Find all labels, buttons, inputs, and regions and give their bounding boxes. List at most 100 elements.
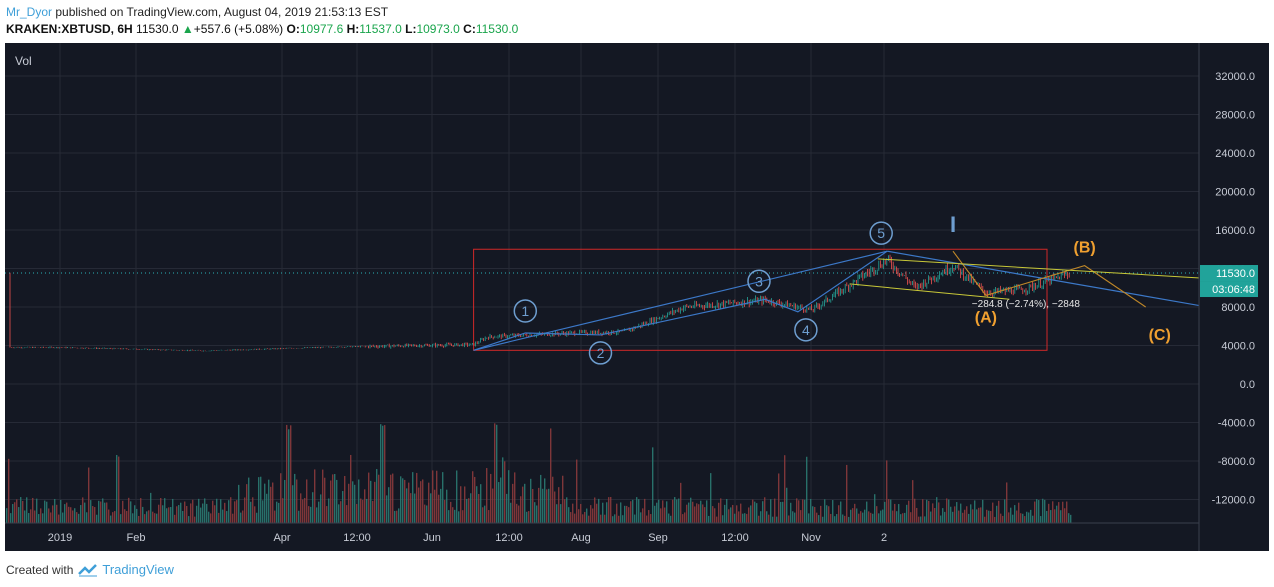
volume-bar (1034, 501, 1036, 523)
volume-bar (556, 504, 558, 523)
tradingview-link[interactable]: TradingView (102, 562, 174, 577)
publish-text: published on TradingView.com, August 04,… (52, 5, 389, 19)
author-link[interactable]: Mr_Dyor (6, 5, 53, 19)
volume-bar (900, 514, 902, 523)
volume-bar (1030, 509, 1032, 523)
time-axis[interactable]: 2019 Feb Apr 12:00 Jun 12:00 Aug Sep 12:00 Nov 2 (5, 522, 1199, 544)
price-axis[interactable]: 32000.028000.024000.020000.016000.012000… (1198, 43, 1269, 551)
volume-bar (1028, 512, 1030, 523)
volume-bar (984, 516, 986, 523)
volume-bar (666, 501, 668, 523)
volume-bar (510, 502, 512, 523)
volume-bar (454, 509, 456, 523)
volume-bar (218, 512, 220, 523)
x-tick-label: 12:00 (495, 532, 523, 544)
volume-bar (24, 510, 26, 523)
volume-bar (932, 503, 934, 523)
volume-bar (700, 500, 702, 523)
volume-bar (420, 481, 422, 523)
volume-bar (342, 491, 344, 523)
volume-bar (20, 497, 22, 523)
volume-bar (954, 506, 956, 523)
price-chart[interactable]: −284.8 (−2.74%), −284812345I(A)(B)(C)III… (5, 43, 1269, 551)
volume-bar (786, 487, 788, 523)
volume-bar (752, 499, 754, 523)
volume-bar (634, 514, 636, 523)
wave-label-circle (588, 341, 613, 365)
volume-bar (436, 470, 438, 523)
volume-bar (816, 512, 818, 523)
volume-bar (748, 507, 750, 523)
volume-bar (742, 513, 744, 523)
volume-bar (324, 477, 326, 523)
volume-bar (1010, 507, 1012, 523)
x-tick-label: Jun (423, 532, 441, 544)
volume-bar (534, 502, 536, 523)
volume-bar (316, 507, 318, 523)
volume-bar (656, 502, 658, 523)
volume-bar (252, 497, 254, 523)
volume-bar (1018, 502, 1020, 523)
volume-bar (198, 498, 200, 523)
volume-bar (312, 492, 314, 523)
volume-bar (180, 502, 182, 523)
volume-bar (532, 489, 534, 523)
upper-trendline (877, 258, 1203, 279)
volume-bar (82, 497, 84, 523)
volume-bar (508, 470, 510, 523)
volume-bar (450, 501, 452, 523)
volume-bar (530, 478, 532, 523)
volume-bar (1022, 513, 1024, 523)
volume-bar (1062, 501, 1064, 523)
volume-bar (110, 515, 112, 523)
volume-bar (854, 503, 856, 523)
volume-bar (544, 478, 546, 523)
volume-bar (784, 455, 786, 523)
volume-bar (18, 507, 20, 523)
volume-bar (42, 513, 44, 523)
volume-bar (346, 505, 348, 523)
volume-bar (964, 509, 966, 523)
volume-bar (996, 505, 998, 523)
volume-bar (484, 505, 486, 523)
volume-bar (774, 498, 776, 523)
volume-bar (1050, 510, 1052, 523)
volume-bar (390, 474, 392, 523)
volume-bar (28, 513, 30, 523)
y-tick-label: 20000.0 (1215, 187, 1255, 199)
volume-bar (280, 473, 282, 523)
volume-bar (140, 498, 142, 523)
volume-bar (26, 497, 28, 523)
volume-bar (906, 504, 908, 523)
volume-bar (934, 508, 936, 523)
volume-bar (652, 447, 654, 523)
volume-bar (8, 458, 10, 523)
volume-bar (506, 493, 508, 523)
volume-bar (462, 510, 464, 523)
volume-bar (558, 487, 560, 523)
volume-bar (142, 506, 144, 523)
volume-bar (500, 477, 502, 523)
volume-bar (460, 486, 462, 523)
volume-bar (638, 499, 640, 523)
volume-bar (476, 486, 478, 523)
volume-bar (424, 504, 426, 523)
volume-bar (600, 514, 602, 523)
volume-bar (1040, 516, 1042, 523)
volume-bar (298, 510, 300, 523)
volume-bar (336, 479, 338, 523)
volume-bar (988, 510, 990, 523)
volume-bar (182, 510, 184, 523)
volume-bar (668, 513, 670, 523)
volume-bar (146, 511, 148, 523)
volume-bar (1016, 510, 1018, 523)
volume-bar (1026, 511, 1028, 523)
volume-bar (720, 498, 722, 523)
volume-bar (1054, 509, 1056, 523)
y-tick-label: -4000.0 (1218, 418, 1255, 430)
volume-bar (256, 512, 258, 523)
volume-bar (104, 502, 106, 523)
volume-bar (836, 514, 838, 523)
volume-bar (914, 498, 916, 523)
volume-bar (426, 505, 428, 523)
